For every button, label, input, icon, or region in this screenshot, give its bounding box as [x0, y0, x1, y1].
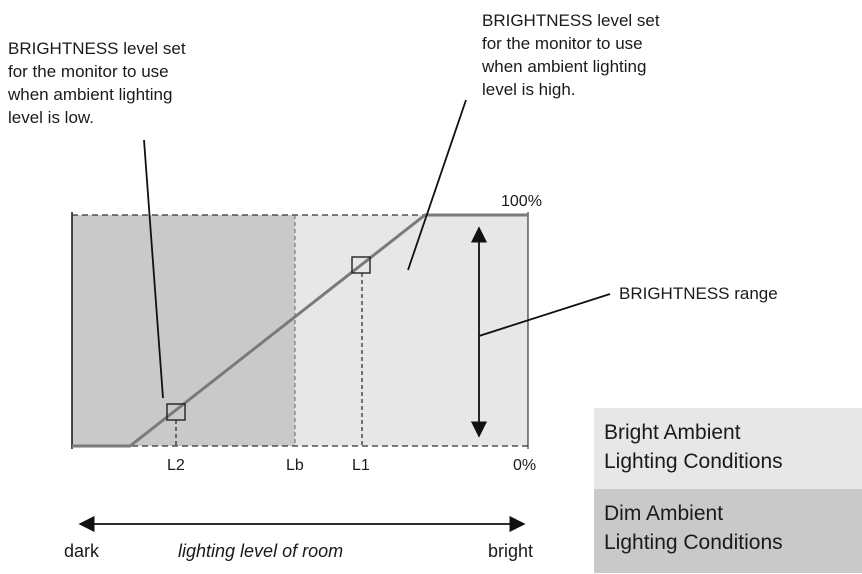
legend-dim-conditions: Dim Ambient Lighting Conditions — [594, 489, 862, 573]
high-note-leader — [407, 99, 467, 271]
low-ambient-note: BRIGHTNESS level set for the monitor to … — [8, 39, 186, 127]
range-leader — [478, 293, 611, 337]
high-setpoint-square — [351, 256, 371, 274]
marker-l2: L2 — [167, 457, 185, 474]
axis-title: lighting level of room — [178, 541, 343, 561]
bright-region — [295, 215, 528, 446]
label-0-percent: 0% — [513, 457, 536, 474]
dim-region — [72, 215, 295, 446]
marker-lb: Lb — [286, 457, 304, 474]
brightness-range-label: BRIGHTNESS range — [619, 284, 778, 303]
low-note-leader — [143, 139, 164, 399]
marker-l1: L1 — [352, 457, 370, 474]
label-100-percent: 100% — [501, 193, 542, 210]
high-ambient-note: BRIGHTNESS level set for the monitor to … — [482, 11, 660, 99]
axis-dark-label: dark — [64, 541, 100, 561]
axis-bright-label: bright — [488, 541, 533, 561]
low-setpoint-square — [166, 403, 186, 421]
legend-bright-conditions: Bright Ambient Lighting Conditions — [594, 408, 862, 489]
brightness-curve — [72, 213, 528, 448]
